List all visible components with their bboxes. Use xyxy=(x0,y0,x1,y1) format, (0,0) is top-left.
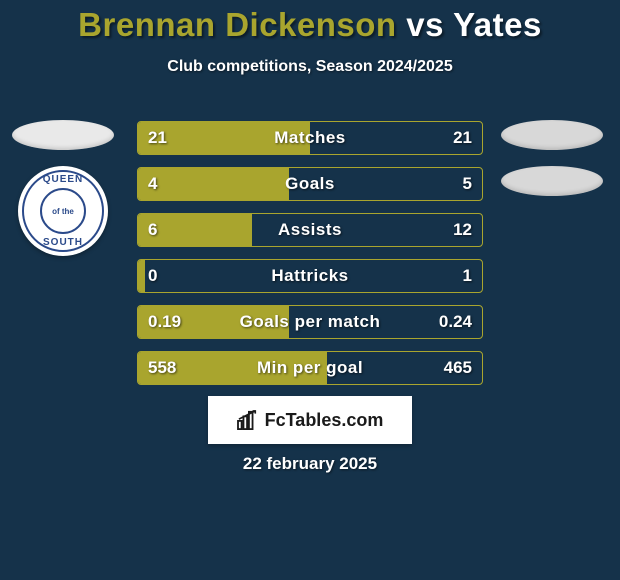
stat-label: Assists xyxy=(138,214,482,246)
title-player2: Yates xyxy=(453,6,542,43)
stat-label: Goals per match xyxy=(138,306,482,338)
stat-row: 6Assists12 xyxy=(137,213,483,247)
stats-bars: 21Matches21 4Goals5 6Assists12 0Hattricks1 0… xyxy=(137,121,483,385)
title-vs: vs xyxy=(406,6,444,43)
player2-club-placeholder xyxy=(501,166,603,196)
title-player1: Brennan Dickenson xyxy=(78,6,396,43)
stat-row: 21Matches21 xyxy=(137,121,483,155)
stat-row: 4Goals5 xyxy=(137,167,483,201)
stat-row: 0.19Goals per match0.24 xyxy=(137,305,483,339)
stat-value-right: 5 xyxy=(463,168,472,200)
player1-club-badge: QUEEN of the SOUTH xyxy=(18,166,108,256)
infographic-container: Brennan Dickenson vs Yates Club competit… xyxy=(0,0,620,580)
player2-flag-placeholder xyxy=(501,120,603,150)
stat-label: Min per goal xyxy=(138,352,482,384)
stat-label: Goals xyxy=(138,168,482,200)
attribution-text: FcTables.com xyxy=(265,410,384,431)
left-column: QUEEN of the SOUTH xyxy=(8,120,118,256)
page-title: Brennan Dickenson vs Yates xyxy=(0,6,620,44)
player1-flag-placeholder xyxy=(12,120,114,150)
right-column xyxy=(492,120,612,196)
badge-center-text: of the xyxy=(40,188,86,234)
fctables-logo-icon xyxy=(237,410,259,430)
stat-row: 0Hattricks1 xyxy=(137,259,483,293)
subtitle: Club competitions, Season 2024/2025 xyxy=(0,58,620,76)
badge-bottom-text: SOUTH xyxy=(18,237,108,248)
stat-label: Hattricks xyxy=(138,260,482,292)
stat-value-right: 21 xyxy=(453,122,472,154)
stat-value-right: 465 xyxy=(444,352,472,384)
stat-value-right: 1 xyxy=(463,260,472,292)
stat-row: 558Min per goal465 xyxy=(137,351,483,385)
attribution-badge: FcTables.com xyxy=(208,396,412,444)
stat-label: Matches xyxy=(138,122,482,154)
badge-top-text: QUEEN xyxy=(18,174,108,185)
date-line: 22 february 2025 xyxy=(0,454,620,474)
stat-value-right: 12 xyxy=(453,214,472,246)
stat-value-right: 0.24 xyxy=(439,306,472,338)
